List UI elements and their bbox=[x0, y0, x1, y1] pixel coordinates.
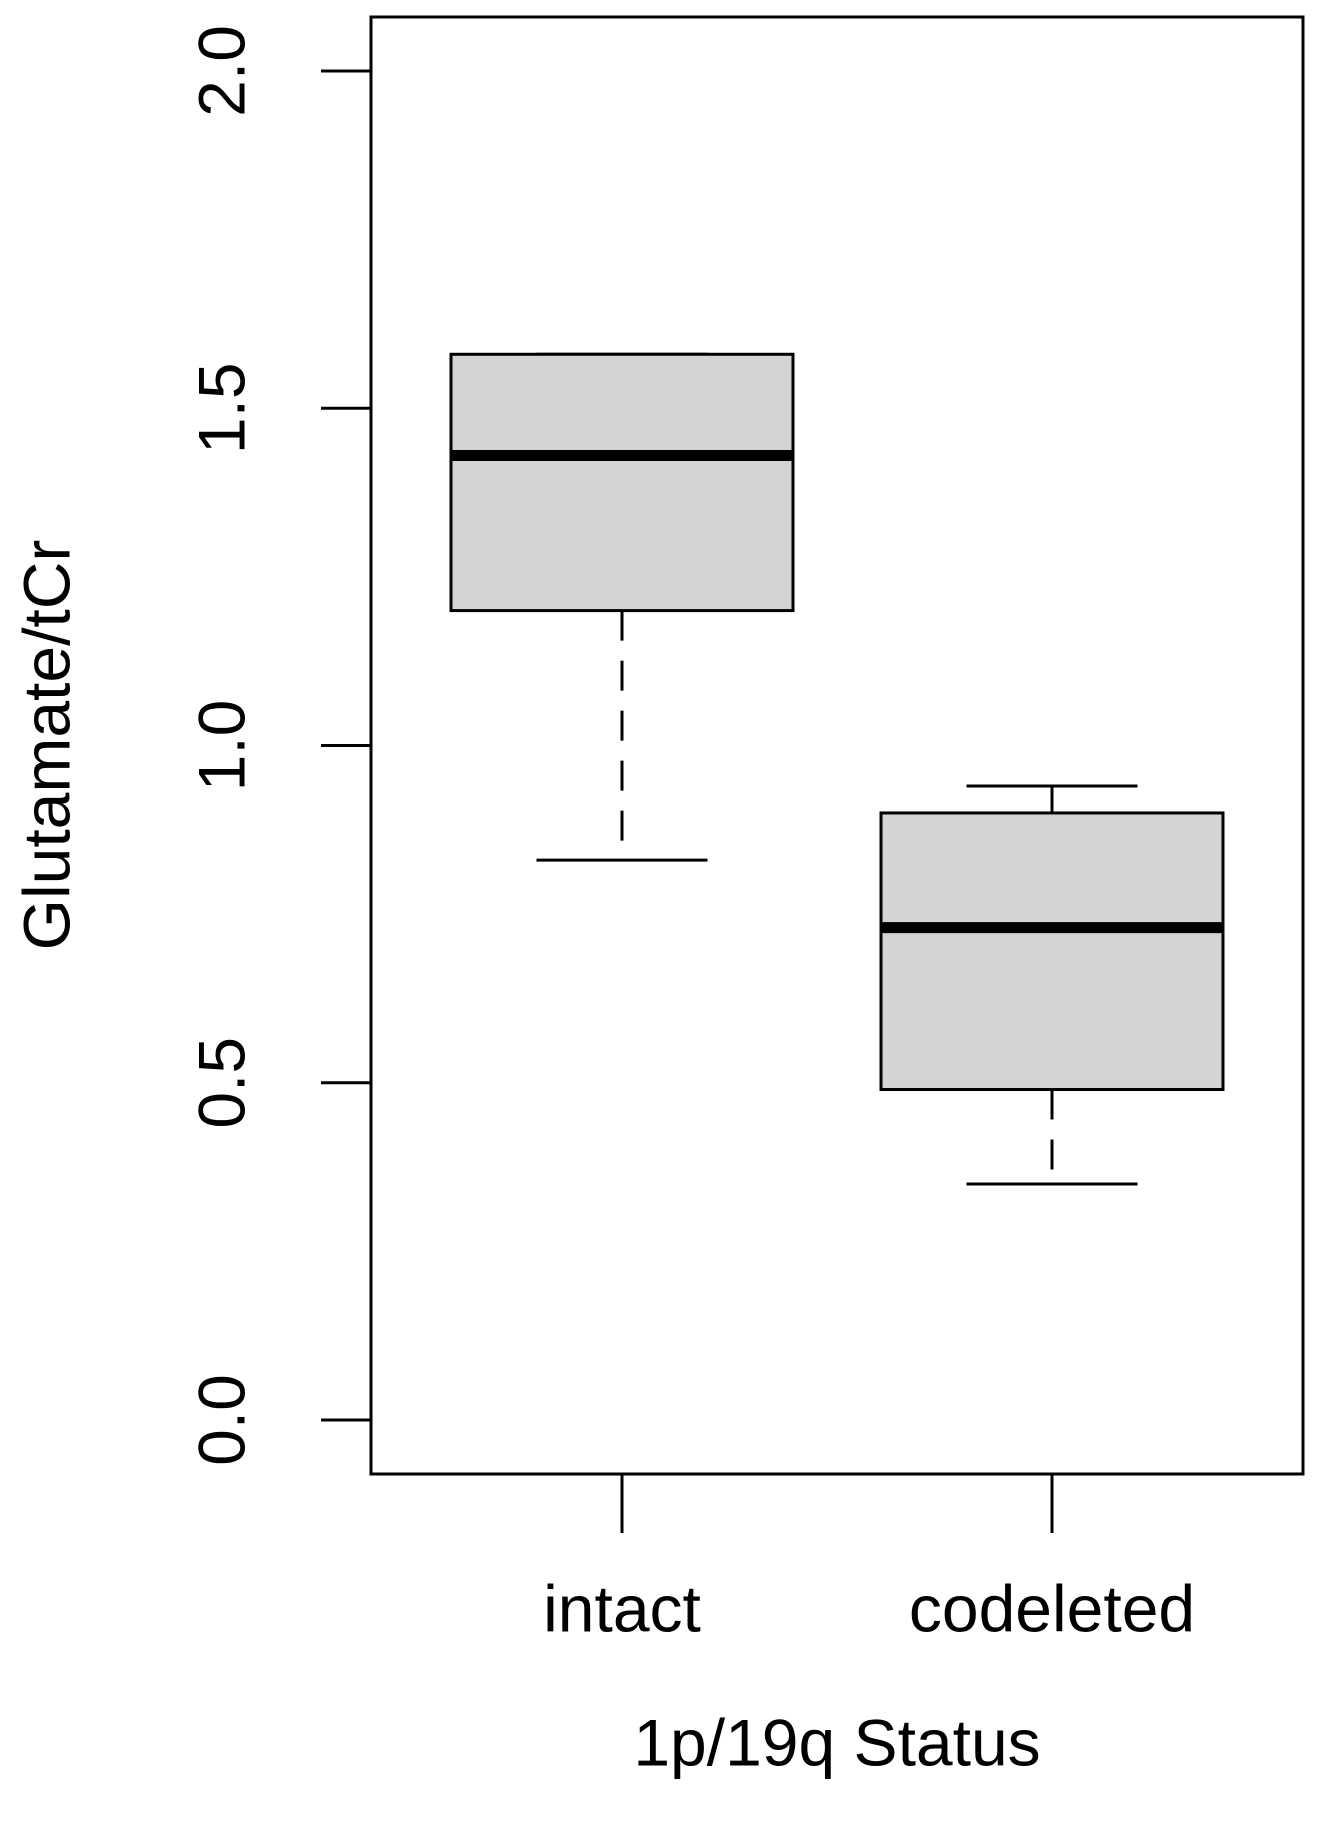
box bbox=[449, 352, 795, 613]
y-tick-label: 2.0 bbox=[184, 25, 258, 117]
y-tick-label: 1.5 bbox=[184, 362, 258, 454]
y-tick-label: 0.5 bbox=[184, 1037, 258, 1129]
box bbox=[879, 811, 1225, 1092]
x-tick-label: codeleted bbox=[909, 1571, 1195, 1645]
x-tick-label: intact bbox=[543, 1571, 701, 1645]
y-tick-label: 1.0 bbox=[184, 700, 258, 792]
x-axis-title: 1p/19q Status bbox=[633, 1705, 1040, 1779]
plot-frame bbox=[369, 15, 1305, 1476]
y-tick-label: 0.0 bbox=[184, 1374, 258, 1466]
y-axis-title: Glutamate/tCr bbox=[9, 540, 83, 951]
